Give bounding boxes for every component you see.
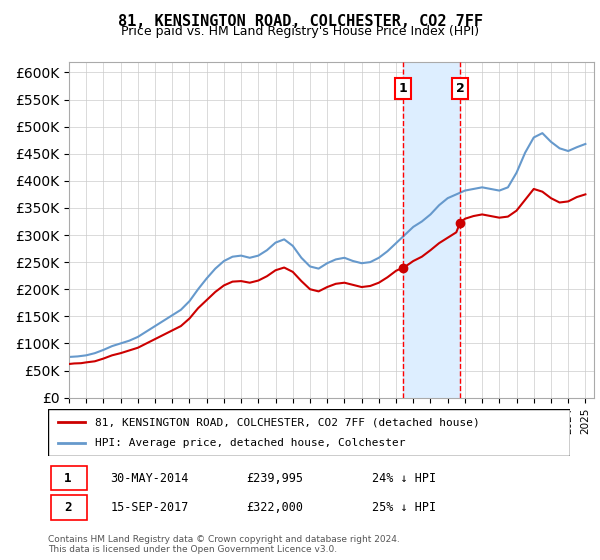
Text: 15-SEP-2017: 15-SEP-2017	[110, 501, 189, 514]
Text: 1: 1	[399, 82, 407, 95]
Text: 81, KENSINGTON ROAD, COLCHESTER, CO2 7FF: 81, KENSINGTON ROAD, COLCHESTER, CO2 7FF	[118, 14, 482, 29]
Text: 2: 2	[455, 82, 464, 95]
Text: 25% ↓ HPI: 25% ↓ HPI	[371, 501, 436, 514]
Text: £322,000: £322,000	[247, 501, 304, 514]
Text: 1: 1	[64, 472, 71, 484]
Text: HPI: Average price, detached house, Colchester: HPI: Average price, detached house, Colc…	[95, 438, 406, 448]
Text: 2: 2	[64, 501, 71, 514]
Text: 81, KENSINGTON ROAD, COLCHESTER, CO2 7FF (detached house): 81, KENSINGTON ROAD, COLCHESTER, CO2 7FF…	[95, 417, 480, 427]
Text: Price paid vs. HM Land Registry's House Price Index (HPI): Price paid vs. HM Land Registry's House …	[121, 25, 479, 38]
Text: Contains HM Land Registry data © Crown copyright and database right 2024.
This d: Contains HM Land Registry data © Crown c…	[48, 535, 400, 554]
Bar	[403, 62, 460, 398]
FancyBboxPatch shape	[48, 409, 570, 456]
Text: 24% ↓ HPI: 24% ↓ HPI	[371, 472, 436, 484]
Text: £239,995: £239,995	[247, 472, 304, 484]
Text: 30-MAY-2014: 30-MAY-2014	[110, 472, 189, 484]
FancyBboxPatch shape	[50, 496, 87, 520]
FancyBboxPatch shape	[50, 466, 87, 490]
